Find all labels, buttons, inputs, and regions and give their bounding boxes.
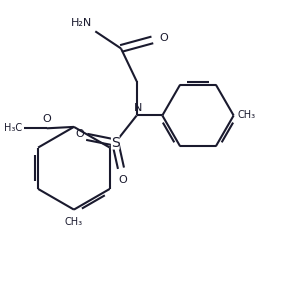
Text: O: O <box>159 33 168 43</box>
Text: O: O <box>75 129 84 139</box>
Text: H₃C: H₃C <box>5 123 23 133</box>
Text: H₂N: H₂N <box>71 18 92 29</box>
Text: O: O <box>118 175 127 185</box>
Text: CH₃: CH₃ <box>65 217 83 227</box>
Text: S: S <box>111 136 120 149</box>
Text: O: O <box>43 114 51 124</box>
Text: N: N <box>134 103 142 113</box>
Text: CH₃: CH₃ <box>238 111 256 120</box>
